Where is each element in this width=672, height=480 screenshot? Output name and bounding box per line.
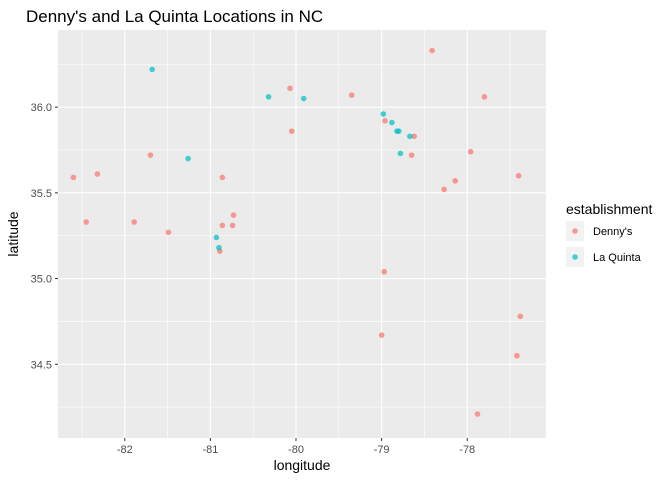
x-axis-ticks: -82 -81 -80 -79 -78 — [117, 438, 475, 456]
point-denny-s — [452, 178, 459, 184]
point-la-quinta — [380, 111, 387, 117]
point-la-quinta — [213, 234, 220, 241]
point-la-quinta — [216, 244, 222, 251]
point-denny-s — [219, 222, 226, 229]
legend-title: establishment — [566, 201, 652, 217]
x-axis-title: longitude — [274, 457, 331, 473]
point-denny-s — [441, 186, 447, 193]
point-denny-s — [165, 229, 172, 236]
y-axis-ticks: 34.5 35.0 35.5 36.0 — [31, 102, 58, 371]
x-tick-label: -82 — [117, 444, 133, 456]
point-denny-s — [381, 268, 387, 275]
minor-gridlines — [58, 30, 546, 438]
point-denny-s — [382, 118, 388, 124]
point-denny-s — [83, 219, 90, 225]
point-denny-s — [288, 128, 295, 134]
y-tick-label: 35.5 — [31, 188, 52, 200]
y-axis-title: latitude — [5, 211, 21, 256]
plot-panel — [58, 30, 546, 438]
point-la-quinta — [149, 66, 155, 73]
point-denny-s — [70, 174, 77, 181]
point-denny-s — [515, 172, 522, 179]
point-denny-s — [514, 352, 520, 359]
point-denny-s — [348, 92, 355, 98]
data-points — [70, 47, 524, 417]
point-denny-s — [408, 152, 415, 158]
point-denny-s — [147, 152, 154, 158]
x-tick-label: -78 — [459, 444, 475, 456]
legend-label-denny-s: Denny's — [593, 226, 633, 238]
point-denny-s — [429, 47, 435, 54]
point-la-quinta — [395, 128, 402, 134]
point-denny-s — [481, 94, 488, 100]
legend: establishment Denny's La Quinta — [566, 201, 652, 267]
point-denny-s — [287, 85, 293, 92]
y-tick-label: 35.0 — [31, 274, 52, 286]
point-la-quinta — [407, 133, 413, 140]
legend-symbol-denny-s — [572, 228, 578, 234]
major-gridlines — [58, 30, 546, 438]
point-la-quinta — [265, 94, 272, 100]
point-denny-s — [378, 332, 385, 338]
legend-symbol-la-quinta — [572, 254, 578, 260]
y-tick-label: 34.5 — [31, 359, 52, 371]
x-tick-label: -79 — [374, 444, 390, 456]
y-tick-label: 36.0 — [31, 102, 52, 114]
x-tick-label: -81 — [202, 444, 218, 456]
point-denny-s — [229, 222, 236, 229]
legend-items: Denny's La Quinta — [566, 221, 642, 267]
chart-title: Denny's and La Quinta Locations in NC — [26, 7, 323, 26]
point-denny-s — [467, 148, 474, 155]
point-denny-s — [219, 174, 226, 181]
point-la-quinta — [185, 155, 191, 162]
x-tick-label: -80 — [288, 444, 304, 456]
point-la-quinta — [389, 119, 395, 126]
legend-label-la-quinta: La Quinta — [593, 252, 642, 264]
point-denny-s — [474, 411, 481, 417]
point-denny-s — [131, 219, 137, 225]
point-denny-s — [411, 133, 417, 140]
point-denny-s — [517, 313, 524, 320]
point-la-quinta — [300, 95, 307, 102]
point-la-quinta — [397, 150, 404, 157]
point-denny-s — [230, 212, 237, 218]
point-denny-s — [94, 171, 101, 177]
